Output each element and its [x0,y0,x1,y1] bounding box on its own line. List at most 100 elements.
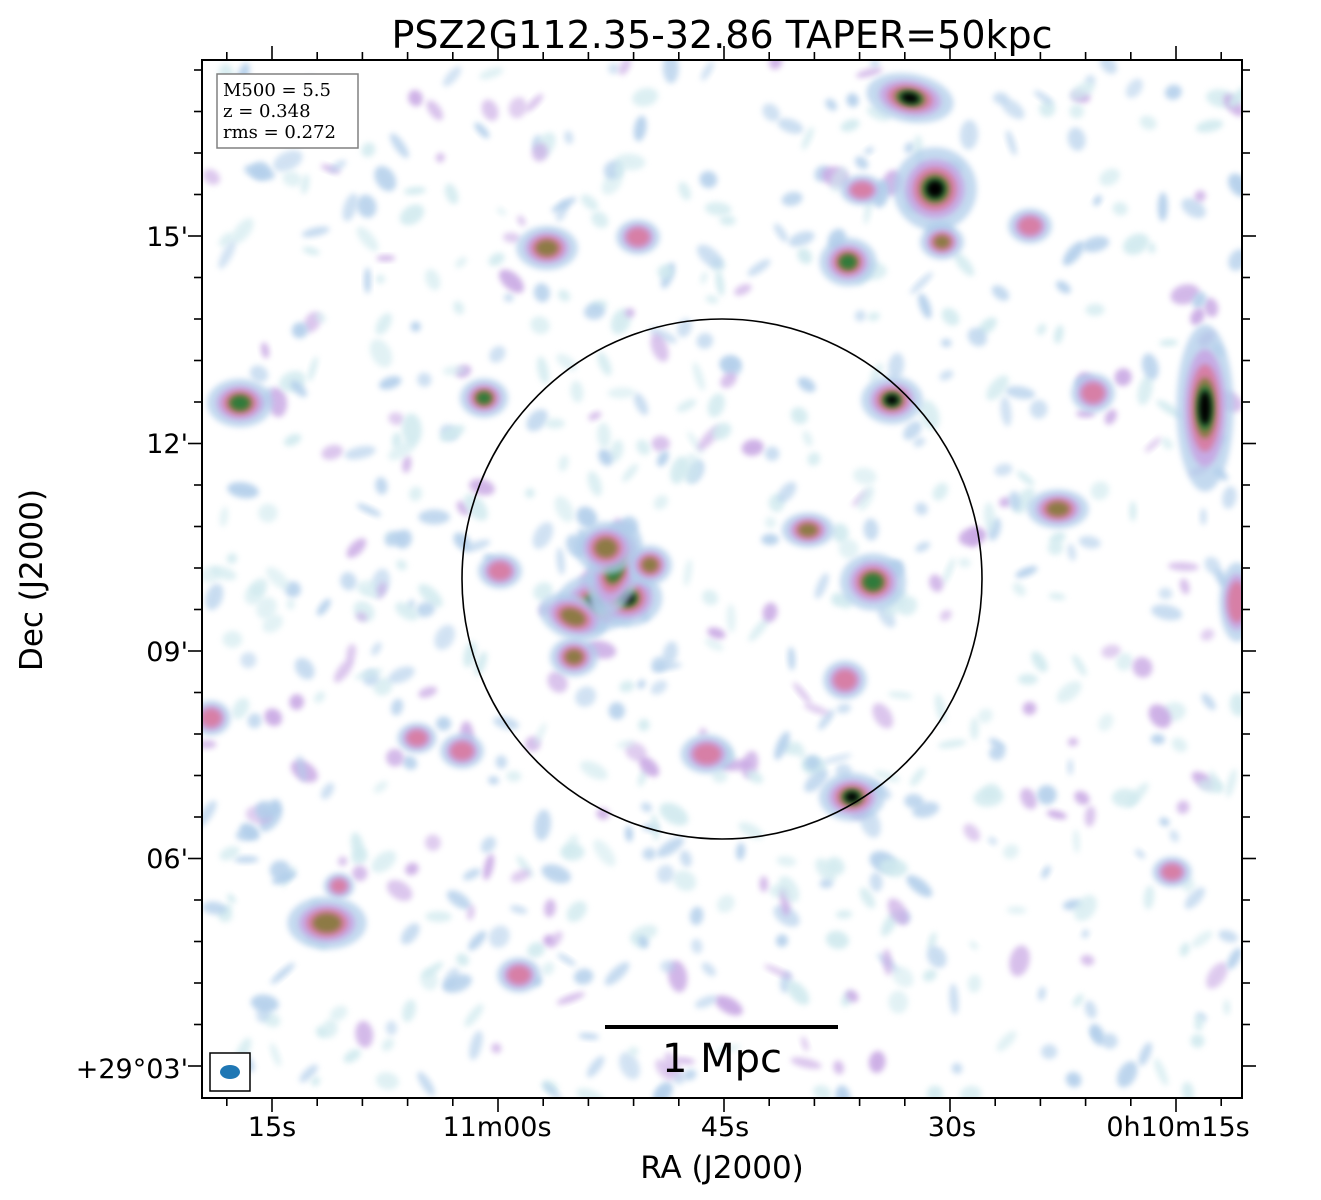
noise-blob [1194,190,1206,202]
noise-blob [329,159,347,173]
noise-blob [836,703,851,714]
radio-source [202,700,231,736]
y-axis-label: Dec (J2000) [14,489,50,671]
source-contour [1227,581,1242,623]
noise-blob [442,365,468,376]
noise-blob [832,523,849,543]
noise-blob [1074,790,1090,805]
noise-blob [769,60,783,70]
noise-blob [649,327,678,344]
noise-blob [919,400,940,431]
noise-blob [564,130,574,145]
noise-blob [651,435,670,452]
noise-blob [1001,98,1025,120]
noise-blob [1171,737,1188,753]
noise-blob [542,961,555,976]
source-contour [450,741,474,761]
noise-blob [267,387,288,418]
noise-blob [463,641,477,668]
noise-blob [1033,90,1054,105]
noise-blob [1099,168,1120,186]
noise-blob [1016,470,1035,486]
noise-blob [866,106,891,122]
noise-blob [491,1043,502,1054]
noise-blob [941,307,960,326]
axis-ticks [188,46,1256,1112]
source-contour [798,523,818,537]
noise-blob [1000,396,1012,427]
beam-ellipse [220,1065,240,1079]
noise-blob [927,932,937,950]
noise-blob [439,425,465,442]
noise-blob [1190,308,1205,326]
noise-blob [650,333,669,362]
noise-blob [914,502,928,516]
noise-blob [202,800,217,828]
noise-blob [675,1057,695,1065]
noise-blob [418,583,443,608]
noise-blob [1054,325,1064,344]
radio-source [1027,489,1089,529]
noise-blob [715,1044,741,1054]
noise-blob [314,691,326,704]
noise-blob [715,270,725,296]
noise-blob [337,856,348,867]
noise-blob [711,422,732,440]
noise-blob [656,837,685,858]
noise-blob [1093,195,1102,206]
noise-blob [205,583,224,611]
r500-circle [461,318,983,840]
noise-blob [488,252,505,267]
noise-blob [344,445,376,460]
noise-blob [915,541,931,553]
noise-blob [375,274,386,284]
source-contour [202,708,222,728]
noise-blob [1104,409,1117,425]
noise-blob [375,477,388,495]
noise-blob [741,439,764,456]
noise-blob [463,539,491,552]
source-contour [845,792,859,802]
noise-blob [913,437,926,448]
noise-blob [609,439,624,462]
noise-blob [1047,540,1064,556]
noise-blob [781,191,803,207]
noise-blob [940,338,952,348]
noise-blob [622,463,639,483]
noise-blob [604,962,630,986]
noise-blob [1062,241,1085,266]
noise-blob [510,869,531,883]
noise-blob [464,1003,484,1027]
noise-blob [361,142,376,158]
noise-blob [557,289,571,302]
noise-blob [650,814,660,841]
radio-source [893,147,977,231]
noise-blob [659,802,689,826]
noise-blob [390,698,404,716]
source-contour [231,396,249,410]
noise-blob [488,776,499,785]
noise-blob [374,165,397,192]
noise-blob [616,740,636,749]
noise-blob [364,267,371,294]
noise-blob [638,935,649,949]
noise-blob [575,686,597,707]
noise-blob [576,1088,605,1098]
noise-blob [369,339,393,368]
noise-blob [371,642,382,656]
noise-blob [247,713,262,729]
noise-blob [833,1060,844,1075]
noise-blob [882,948,893,976]
noise-blob [554,495,574,523]
y-tick-label: 15' [146,222,188,253]
noise-blob [525,488,535,498]
plot-frame [201,59,1243,1099]
noise-blob [879,858,908,877]
noise-blob [1020,788,1038,810]
noise-blob [1223,999,1231,1016]
noise-blob [775,934,789,948]
noise-blob [720,372,737,389]
noise-blob [619,680,635,693]
noise-blob [1179,942,1190,957]
noise-blob [1228,173,1242,197]
